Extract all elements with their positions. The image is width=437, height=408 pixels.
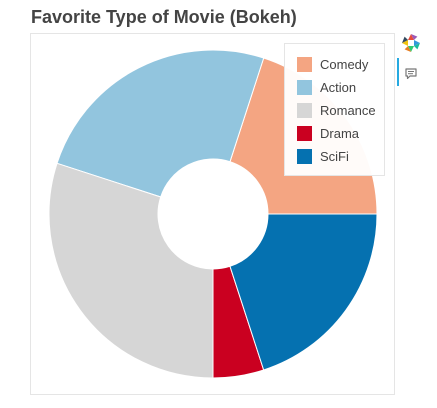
legend-label: SciFi [320, 148, 349, 164]
wedge-action[interactable] [56, 49, 265, 198]
legend-label: Drama [320, 125, 360, 141]
legend-item-drama[interactable]: Drama [297, 125, 359, 141]
chart-title: Favorite Type of Movie (Bokeh) [31, 7, 297, 27]
legend: Comedy Action Romance Drama SciFi [284, 43, 385, 176]
plot-area[interactable] [30, 33, 395, 395]
legend-item-action[interactable]: Action [297, 79, 356, 95]
bokeh-logo-icon[interactable] [400, 32, 422, 54]
legend-label: Romance [320, 102, 376, 118]
toolbar [397, 30, 427, 110]
legend-swatch [297, 148, 312, 164]
legend-swatch [297, 56, 312, 72]
wedge-romance[interactable] [48, 162, 214, 379]
legend-swatch [297, 125, 312, 141]
hover-tool-icon[interactable] [404, 67, 418, 81]
legend-label: Comedy [320, 56, 369, 72]
legend-swatch [297, 102, 312, 118]
active-tool-indicator [397, 58, 399, 86]
legend-item-romance[interactable]: Romance [297, 102, 376, 118]
legend-label: Action [320, 79, 357, 95]
legend-item-scifi[interactable]: SciFi [297, 148, 349, 164]
wedge-scifi[interactable] [229, 213, 378, 371]
legend-swatch [297, 79, 312, 95]
legend-item-comedy[interactable]: Comedy [297, 56, 368, 72]
